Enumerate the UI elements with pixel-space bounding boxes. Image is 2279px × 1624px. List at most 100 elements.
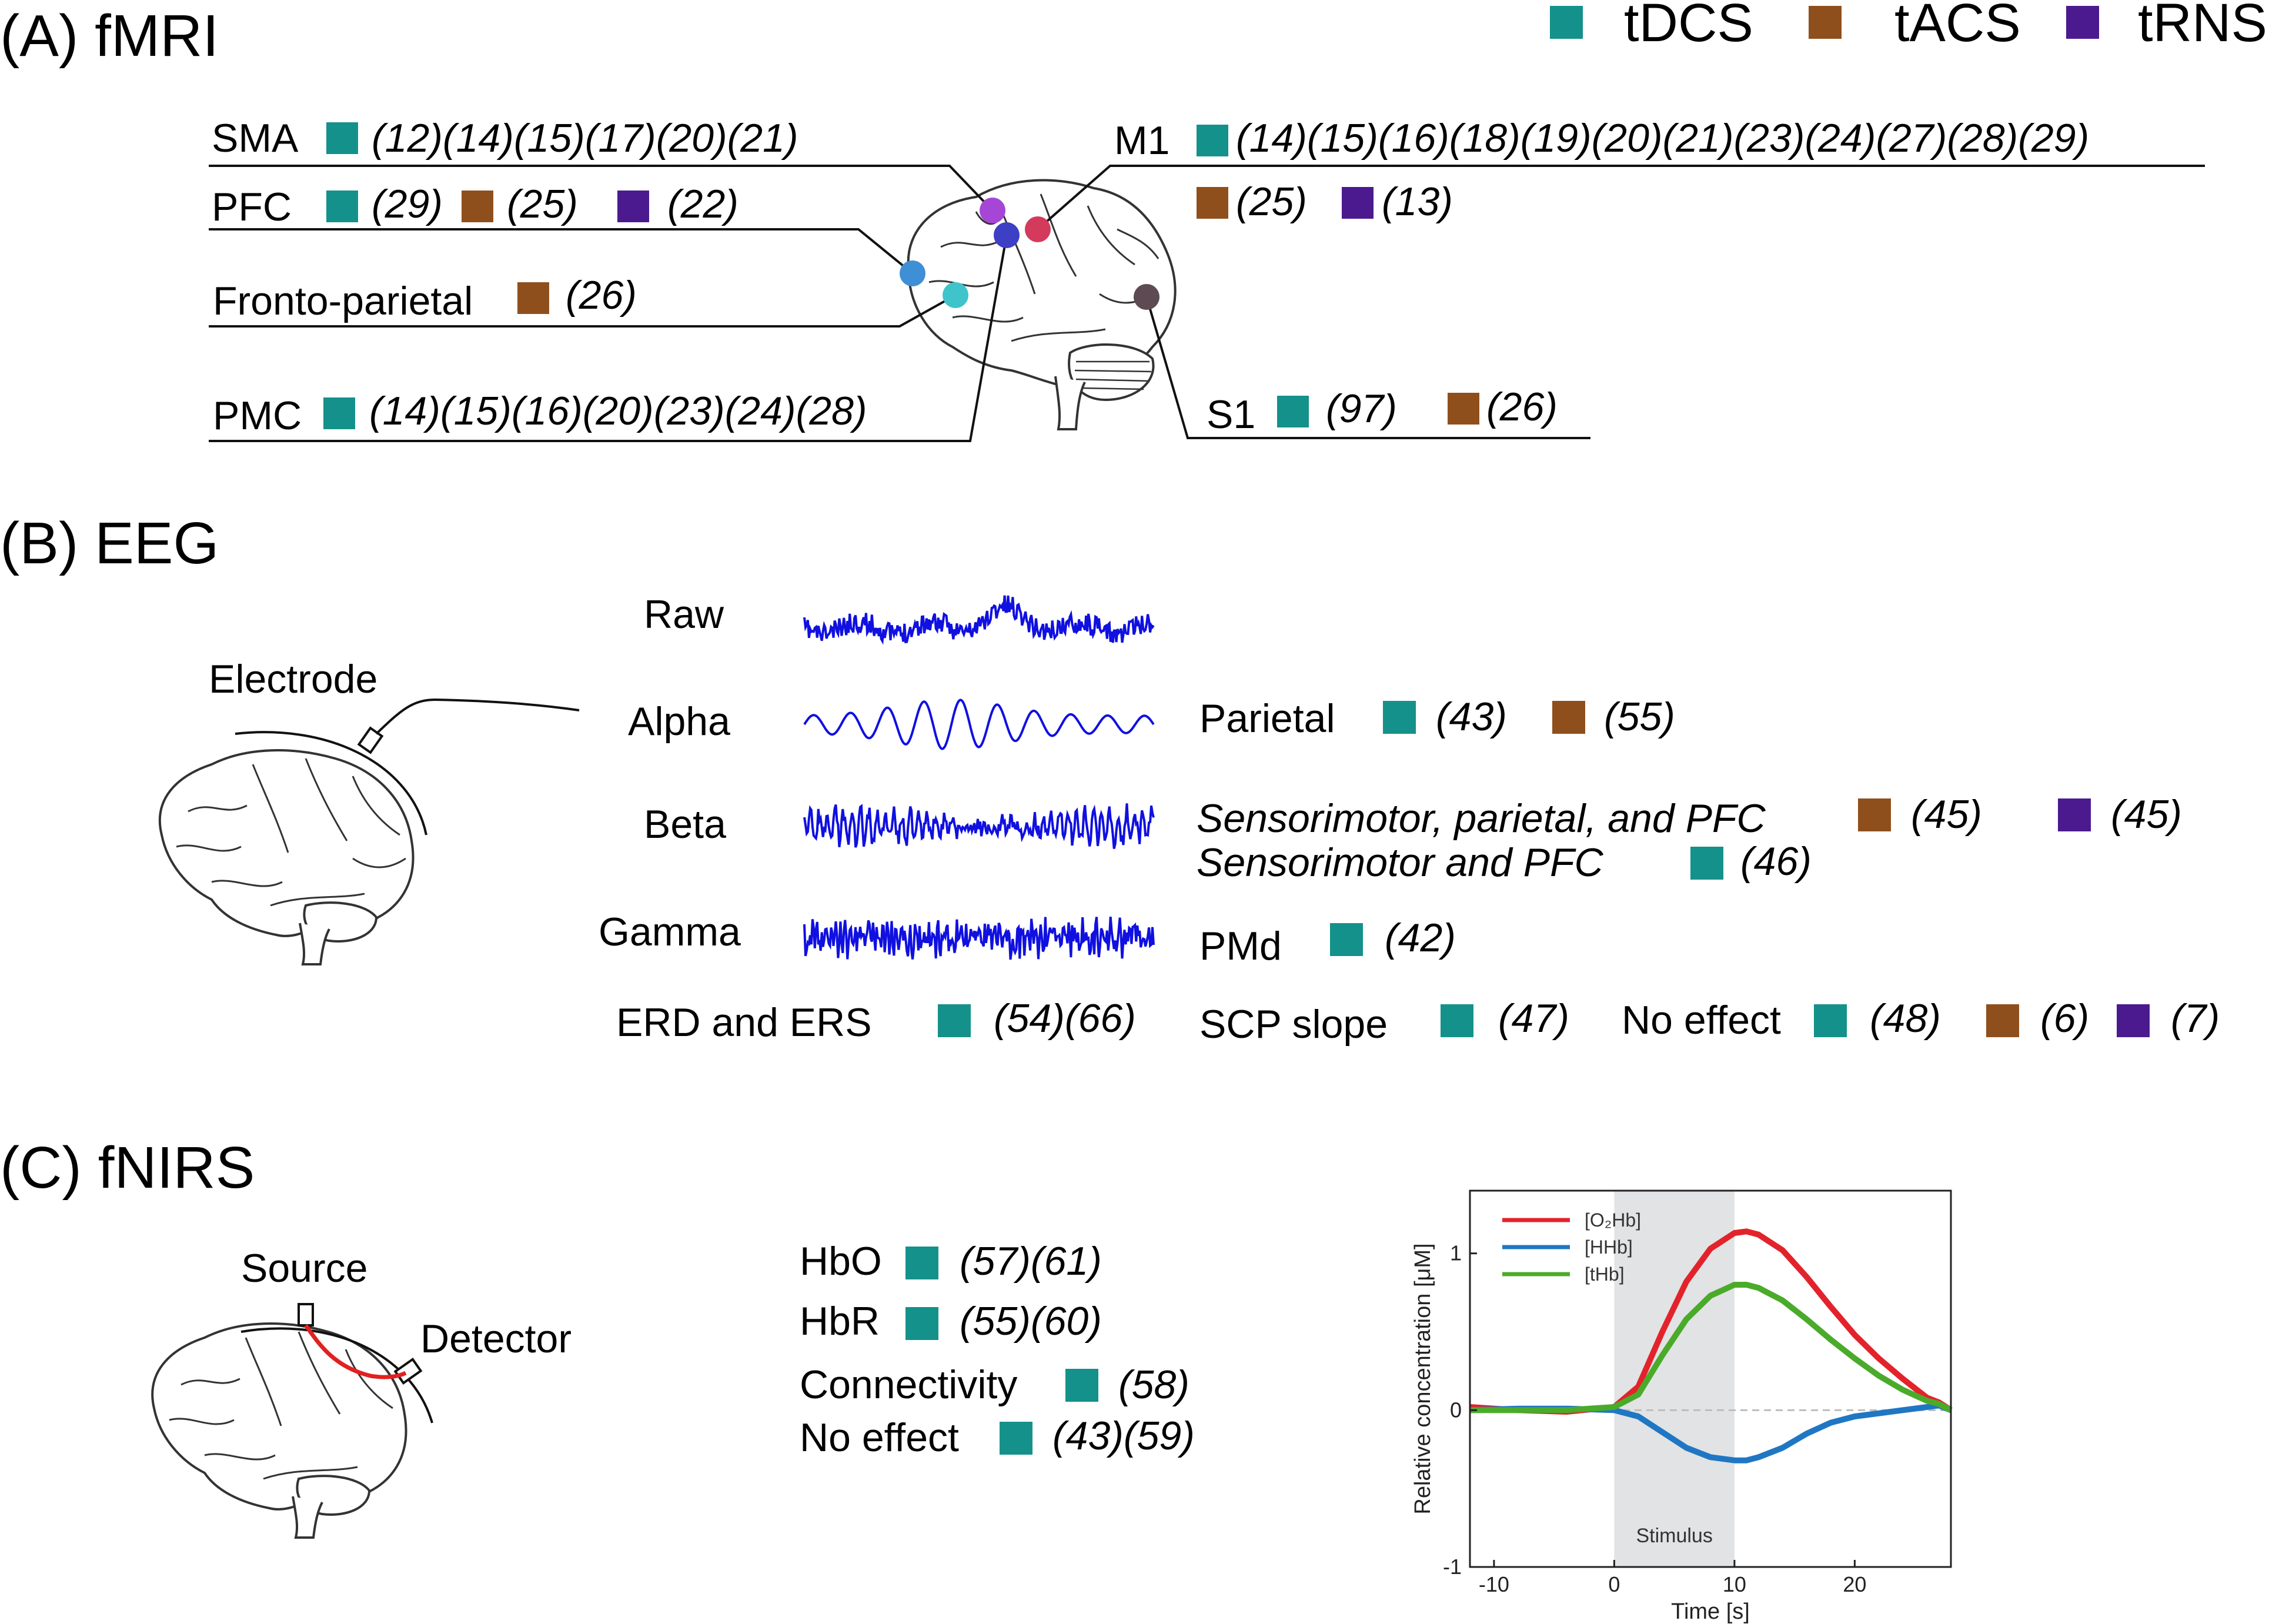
swatch-hbo-tdcs xyxy=(905,1247,938,1279)
swatch-s1-tdcs xyxy=(1277,396,1309,427)
refs-pmd-tdcs: (42) xyxy=(1385,915,1456,960)
region-label-m1: M1 xyxy=(1114,118,1169,163)
leader-pmc xyxy=(209,235,1008,442)
band-label-beta: Beta xyxy=(644,802,726,847)
swatch-hbr-tdcs xyxy=(905,1307,938,1340)
refs-pfc-tdcs: (29) xyxy=(372,182,443,226)
detector-label: Detector xyxy=(420,1316,572,1361)
eeg-trace-raw xyxy=(803,595,1155,645)
swatch-connectivity-tdcs xyxy=(1065,1369,1098,1402)
legend-label-hhb: [HHb] xyxy=(1585,1237,1633,1258)
refs-s1-tacs: (26) xyxy=(1486,385,1558,429)
swatch-s1-tacs xyxy=(1448,393,1479,425)
y-axis-label: Relative concentration [μM] xyxy=(1411,1243,1435,1514)
brain-sulci xyxy=(176,758,406,907)
region-label-s1: S1 xyxy=(1207,392,1255,437)
finding-connectivity: Connectivity xyxy=(800,1362,1017,1407)
swatch-pfc-tdcs xyxy=(326,191,358,222)
source-optode xyxy=(298,1303,314,1326)
fnirs-optodes xyxy=(240,1303,433,1423)
x-tick-label: 20 xyxy=(1843,1572,1866,1596)
legend-swatch-tdcs xyxy=(1550,6,1583,39)
brain-lateral-fmri xyxy=(907,179,1177,430)
finding-no-effect-eeg: No effect xyxy=(1622,998,1781,1042)
swatch-pfc-trns xyxy=(617,191,649,222)
region-dot-m1 xyxy=(1025,216,1051,242)
scalp-arc xyxy=(240,1327,433,1423)
brainstem xyxy=(292,1496,323,1539)
region-dot-s1 xyxy=(1134,284,1159,310)
finding-sensorimotor-pfc: Sensorimotor and PFC xyxy=(1197,840,1604,885)
fmri-leader-lines xyxy=(209,165,2205,442)
region-dot-sma xyxy=(980,198,1005,223)
legend-label-tacs: tACS xyxy=(1894,0,2021,53)
chart-legend: [O₂Hb] [HHb] [tHb] xyxy=(1502,1209,1641,1285)
hemodynamic-response-chart: Stimulus -10 0 10 20 -101 Time [s] Relative… xyxy=(1411,1189,1953,1624)
region-label-sma: SMA xyxy=(212,116,299,161)
brain-outline xyxy=(158,749,415,937)
brain-outline xyxy=(151,1322,407,1511)
y-tick-label: -1 xyxy=(1443,1555,1462,1579)
swatch-smpp-tacs xyxy=(1858,798,1891,831)
refs-noeffect-tacs: (6) xyxy=(2040,996,2089,1041)
refs-s1-tdcs: (97) xyxy=(1326,386,1397,431)
refs-connectivity-tdcs: (58) xyxy=(1118,1362,1189,1407)
swatch-noeffect-tacs xyxy=(1986,1004,2019,1037)
panel-a-title: (A) fMRI xyxy=(0,3,219,69)
brain-sulci xyxy=(169,1331,393,1480)
swatch-pmd-tdcs xyxy=(1330,923,1363,956)
plot-frame xyxy=(1469,1189,1952,1568)
refs-hbr-tdcs: (55)(60) xyxy=(960,1299,1102,1344)
x-axis-ticks: -10 0 10 20 xyxy=(1479,1560,1866,1596)
x-tick-label: 0 xyxy=(1608,1572,1620,1596)
swatch-parietal-tdcs xyxy=(1383,701,1416,734)
stimulus-shading xyxy=(1614,1191,1735,1567)
refs-sma-tdcs: (12)(14)(15)(17)(20)(21) xyxy=(372,116,798,161)
refs-m1-tacs: (25) xyxy=(1236,179,1307,224)
refs-parietal-tacs: (55) xyxy=(1604,694,1675,739)
swatch-m1-tacs xyxy=(1197,187,1228,219)
light-path xyxy=(304,1324,407,1379)
region-label-fronto-parietal: Fronto-parietal xyxy=(213,279,473,323)
legend-label-trns: tRNS xyxy=(2138,0,2267,53)
refs-erd-tdcs: (54)(66) xyxy=(994,996,1136,1041)
panel-c-title: (C) fNIRS xyxy=(0,1135,255,1201)
refs-m1-trns: (13) xyxy=(1382,179,1453,224)
region-dot-pmc xyxy=(994,222,1020,248)
swatch-pfc-tacs xyxy=(462,191,493,222)
refs-fronto-parietal-tacs: (26) xyxy=(566,273,637,318)
leader-s1 xyxy=(1145,296,1590,439)
finding-hbo: HbO xyxy=(800,1239,882,1284)
swatch-noeffect-trns xyxy=(2117,1004,2150,1037)
finding-sensorimotor-parietal-pfc: Sensorimotor, parietal, and PFC xyxy=(1197,796,1766,841)
y-axis-ticks: -1 0 1 xyxy=(1443,1241,1477,1579)
y-tick-label: 1 xyxy=(1450,1241,1462,1265)
legend-label-o2hb: [O₂Hb] xyxy=(1585,1209,1641,1231)
leader-fronto-parietal xyxy=(209,294,956,328)
brainstem xyxy=(1054,376,1086,430)
swatch-pmc-tdcs xyxy=(323,397,355,429)
refs-pfc-trns: (22) xyxy=(667,182,738,226)
legend-label-thb: [tHb] xyxy=(1585,1264,1625,1285)
source-label: Source xyxy=(241,1246,367,1291)
electrode-wire xyxy=(375,698,580,735)
leader-sma xyxy=(209,165,994,212)
scalp-arc xyxy=(235,731,427,836)
swatch-erd-tdcs xyxy=(938,1004,971,1037)
electrode-box xyxy=(357,726,384,754)
y-tick-label: 0 xyxy=(1450,1398,1462,1422)
finding-parietal: Parietal xyxy=(1199,696,1335,741)
finding-pmd: PMd xyxy=(1199,924,1282,968)
eeg-trace-alpha xyxy=(803,699,1155,750)
legend-label-tdcs: tDCS xyxy=(1624,0,1753,53)
refs-m1-tdcs: (14)(15)(16)(18)(19)(20)(21)(23)(24)(27)… xyxy=(1236,116,2089,161)
panel-b-title: (B) EEG xyxy=(0,510,219,576)
finding-erd-ers: ERD and ERS xyxy=(616,1000,872,1045)
leader-pfc xyxy=(209,228,914,275)
brainstem xyxy=(299,923,330,965)
band-label-gamma: Gamma xyxy=(599,910,741,954)
legend-swatch-trns xyxy=(2066,6,2099,39)
swatch-fronto-parietal-tacs xyxy=(517,282,549,314)
refs-hbo-tdcs: (57)(61) xyxy=(960,1239,1102,1284)
